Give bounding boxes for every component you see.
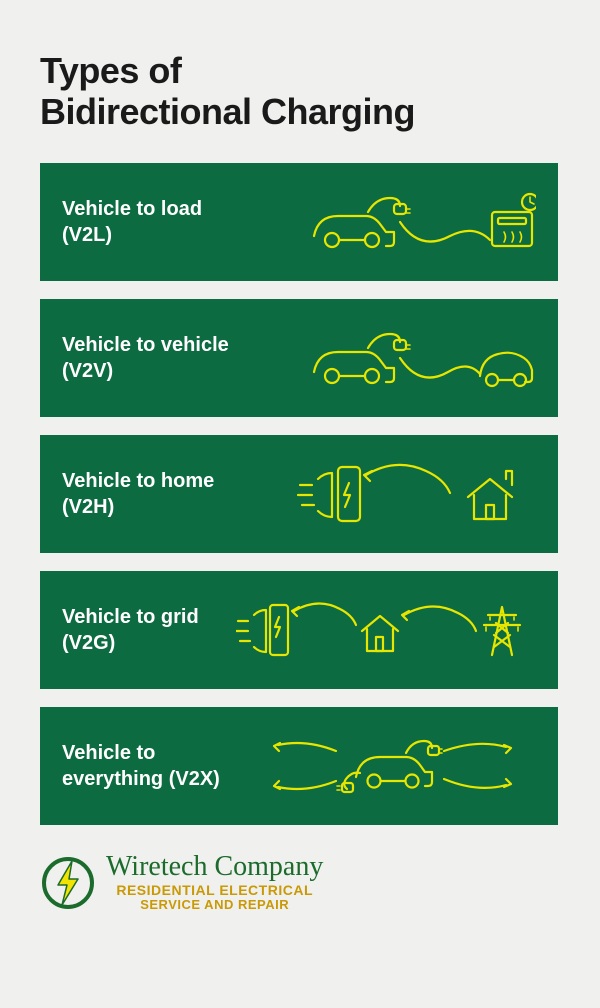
card-label: Vehicle to vehicle (V2V) (62, 332, 242, 384)
footer-tagline-1: RESIDENTIAL ELECTRICAL (106, 883, 323, 898)
card-v2l: Vehicle to load (V2L) (40, 163, 558, 281)
card-list: Vehicle to load (V2L) (40, 163, 560, 825)
charger-house-pylon-icon (236, 585, 536, 675)
page: Types ofBidirectional Charging Vehicle t… (0, 0, 600, 932)
card-v2v: Vehicle to vehicle (V2V) (40, 299, 558, 417)
footer-logo: Wiretech Company RESIDENTIAL ELECTRICAL … (40, 853, 560, 913)
card-v2x: Vehicle to everything (V2X) (40, 707, 558, 825)
card-v2g: Vehicle to grid (V2G) (40, 571, 558, 689)
company-name: Wiretech Company (106, 853, 323, 881)
card-label: Vehicle to load (V2L) (62, 196, 242, 248)
car-plug-to-appliance-icon (306, 182, 536, 262)
car-plug-radiate-icon (236, 721, 536, 811)
card-label: Vehicle to home (V2H) (62, 468, 242, 520)
card-v2h: Vehicle to home (V2H) (40, 435, 558, 553)
footer-text: Wiretech Company RESIDENTIAL ELECTRICAL … (106, 853, 323, 913)
lightning-bolt-circle-icon (40, 855, 96, 911)
page-title: Types ofBidirectional Charging (40, 50, 560, 133)
charger-to-house-icon (296, 449, 536, 539)
footer-tagline-2: SERVICE AND REPAIR (106, 898, 323, 912)
card-label: Vehicle to everything (V2X) (62, 740, 236, 792)
card-label: Vehicle to grid (V2G) (62, 604, 236, 656)
car-plug-to-car-icon (306, 318, 536, 398)
